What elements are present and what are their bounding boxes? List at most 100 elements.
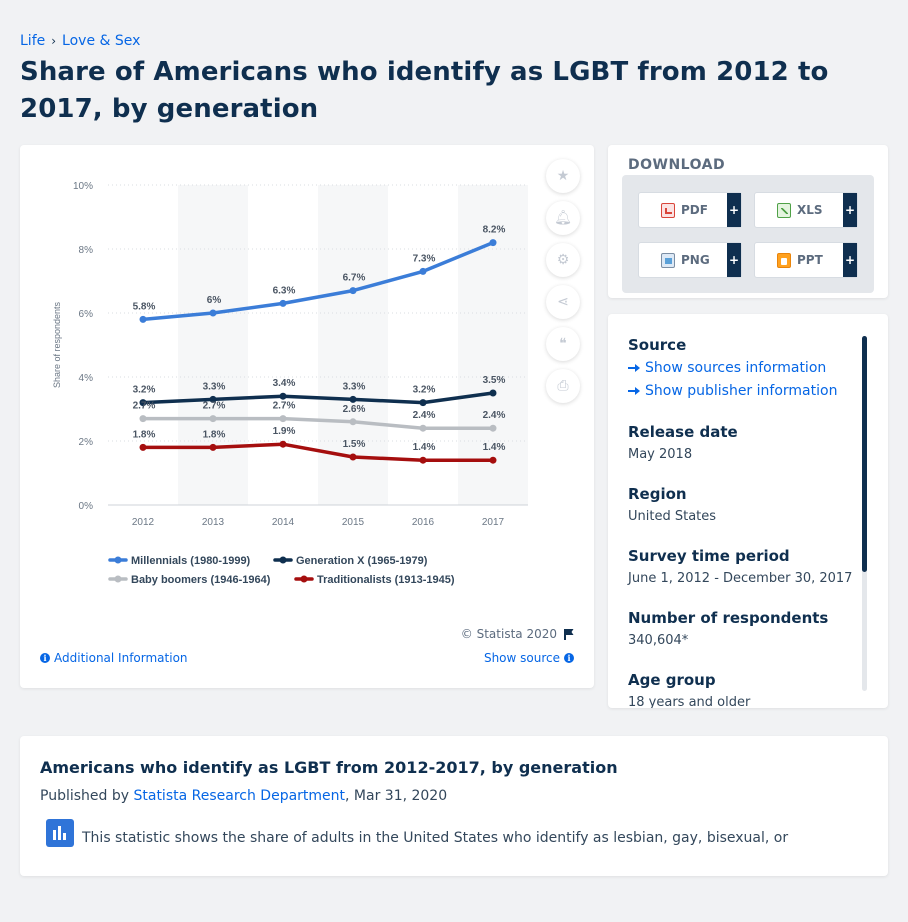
print-icon[interactable]: ⎙ xyxy=(546,369,580,403)
data-label: 1.8% xyxy=(203,429,226,440)
additional-information-link[interactable]: i Additional Information xyxy=(40,651,188,665)
data-label: 3.3% xyxy=(343,381,366,392)
show-publisher-label: Show publisher information xyxy=(645,383,838,399)
data-point xyxy=(209,415,217,423)
legend-swatch-dot xyxy=(114,575,122,583)
description-text: This statistic shows the share of adults… xyxy=(82,830,789,846)
data-label: 7.3% xyxy=(413,253,436,264)
breadcrumb-life-link[interactable]: Life xyxy=(20,33,46,49)
legend-label: Baby boomers (1946-1964) xyxy=(131,574,271,586)
region-heading: Region xyxy=(628,485,687,503)
show-source-link[interactable]: Show source i xyxy=(484,651,574,665)
data-label: 1.9% xyxy=(273,426,296,437)
data-label: 3.2% xyxy=(413,385,436,396)
show-source-label: Show source xyxy=(483,651,560,665)
legend-label: Generation X (1965-1979) xyxy=(296,555,428,567)
source-heading: Source xyxy=(628,336,687,354)
data-label: 2.6% xyxy=(343,404,366,415)
data-point xyxy=(489,456,497,464)
xls-file-icon xyxy=(777,202,791,218)
data-point xyxy=(139,415,147,423)
plus-icon: + xyxy=(727,193,741,227)
data-point xyxy=(419,424,427,432)
age-group-value: 18 years and older xyxy=(628,695,751,708)
release-date-heading: Release date xyxy=(628,423,738,441)
ppt-file-icon xyxy=(777,252,791,268)
legend-label: Millennials (1980-1999) xyxy=(131,555,251,567)
legend-swatch-dot xyxy=(279,556,287,564)
plus-icon: + xyxy=(727,243,741,277)
series-line-3 xyxy=(141,442,495,462)
data-label: 6% xyxy=(207,295,222,306)
series-line-1 xyxy=(141,391,495,405)
region-value: United States xyxy=(628,509,717,524)
share-icon[interactable]: ⋖ xyxy=(546,285,580,319)
data-point xyxy=(139,315,147,323)
data-label: 3.3% xyxy=(203,381,226,392)
details-scrollbar-thumb[interactable] xyxy=(862,336,867,572)
respondents-heading: Number of respondents xyxy=(628,609,829,627)
chart-copyright: © Statista 2020 xyxy=(461,627,574,641)
y-axis-label: Share of respondents xyxy=(52,301,62,388)
favorite-star-icon[interactable]: ★ xyxy=(546,159,580,193)
report-flag-icon[interactable] xyxy=(563,628,574,640)
column-band xyxy=(178,185,248,505)
info-icon: i xyxy=(40,653,50,663)
data-point xyxy=(489,389,497,397)
data-label: 2.7% xyxy=(133,401,156,412)
download-buttons: PDF + XLS + PNG + PPT + xyxy=(622,175,874,293)
png-file-icon xyxy=(661,252,675,268)
download-xls-button[interactable]: XLS + xyxy=(754,192,858,228)
data-point xyxy=(349,287,357,295)
additional-information-label: Additional Information xyxy=(54,651,188,665)
series-line-0 xyxy=(141,240,495,322)
bar-chart-icon xyxy=(46,819,74,847)
data-label: 1.8% xyxy=(133,429,156,440)
notification-bell-icon[interactable]: 🔔︎ xyxy=(546,201,580,235)
data-label: 1.5% xyxy=(343,439,366,450)
data-point xyxy=(349,395,357,403)
settings-gear-icon[interactable]: ⚙ xyxy=(546,243,580,277)
description-title: Americans who identify as LGBT from 2012… xyxy=(40,758,618,777)
show-sources-link[interactable]: Show sources information xyxy=(628,360,858,376)
survey-period-value: June 1, 2012 - December 30, 2017 xyxy=(628,571,853,586)
data-point xyxy=(349,453,357,461)
data-label: 2.4% xyxy=(483,410,506,421)
x-tick-label: 2014 xyxy=(272,517,295,528)
publish-date: , Mar 31, 2020 xyxy=(345,788,448,804)
download-xls-label: XLS xyxy=(797,203,823,217)
download-pdf-button[interactable]: PDF + xyxy=(638,192,742,228)
x-tick-label: 2017 xyxy=(482,517,505,528)
data-point xyxy=(279,299,287,307)
y-tick-label: 10% xyxy=(73,181,93,192)
published-by: Published by Statista Research Departmen… xyxy=(40,788,447,804)
age-group-heading: Age group xyxy=(628,671,716,689)
data-point xyxy=(489,239,497,247)
description-card: Americans who identify as LGBT from 2012… xyxy=(20,736,888,876)
x-tick-label: 2016 xyxy=(412,517,435,528)
show-publisher-link[interactable]: Show publisher information xyxy=(628,383,858,399)
arrow-right-icon xyxy=(628,363,640,373)
data-label: 2.4% xyxy=(413,410,436,421)
data-label: 8.2% xyxy=(483,225,506,236)
data-label: 3.5% xyxy=(483,375,506,386)
survey-period-heading: Survey time period xyxy=(628,547,790,565)
data-label: 2.7% xyxy=(273,401,296,412)
publisher-link[interactable]: Statista Research Department xyxy=(133,788,346,804)
cite-quote-icon[interactable]: ❝ xyxy=(546,327,580,361)
legend-swatch-dot xyxy=(300,575,308,583)
download-card: DOWNLOAD PDF + XLS + PNG + PPT + xyxy=(608,145,888,298)
series-line-2 xyxy=(141,416,495,430)
data-label: 1.4% xyxy=(483,442,506,453)
data-label: 3.2% xyxy=(133,385,156,396)
breadcrumb-love-sex-link[interactable]: Love & Sex xyxy=(62,33,141,49)
data-point xyxy=(209,309,217,317)
y-tick-label: 0% xyxy=(79,501,94,512)
copyright-text: © Statista 2020 xyxy=(460,627,557,641)
data-point xyxy=(419,399,427,407)
data-point xyxy=(209,443,217,451)
download-ppt-button[interactable]: PPT + xyxy=(754,242,858,278)
data-point xyxy=(489,424,497,432)
download-png-button[interactable]: PNG + xyxy=(638,242,742,278)
data-point xyxy=(279,440,287,448)
